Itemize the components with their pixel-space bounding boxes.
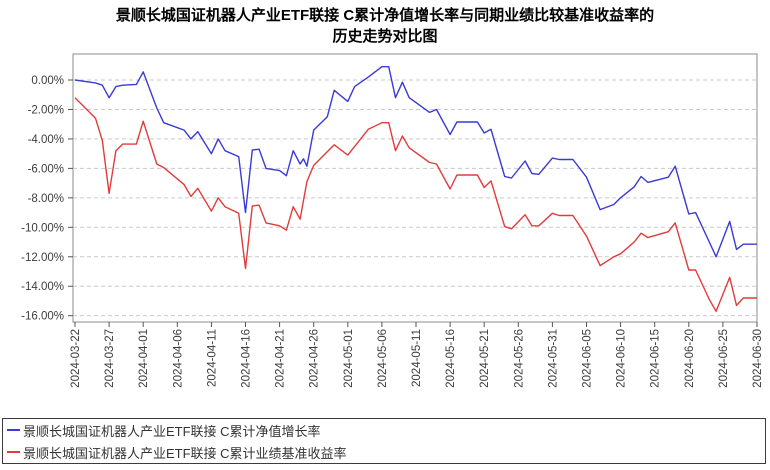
x-axis-label: 2024-06-25 bbox=[718, 329, 730, 388]
legend-label-nav-growth: 景顺长城国证机器人产业ETF联接 C累计净值增长率 bbox=[23, 423, 321, 439]
chart-title-line2: 历史走势对比图 bbox=[332, 28, 438, 45]
legend-item-benchmark: 景顺长城国证机器人产业ETF联接 C累计业绩基准收益率 bbox=[7, 441, 765, 463]
x-axis-label: 2024-05-01 bbox=[343, 329, 355, 388]
x-axis-label: 2024-04-16 bbox=[241, 329, 253, 388]
x-axis-label: 2024-04-01 bbox=[138, 329, 150, 388]
x-axis-label: 2024-06-30 bbox=[752, 329, 764, 388]
y-axis-label: -16.00% bbox=[21, 311, 64, 323]
x-axis-label: 2024-04-21 bbox=[275, 329, 287, 388]
x-axis-label: 2024-06-20 bbox=[684, 329, 696, 388]
x-axis-label: 2024-05-31 bbox=[547, 329, 559, 388]
x-axis-label: 2024-05-21 bbox=[479, 329, 491, 388]
y-axis-label: -12.00% bbox=[21, 252, 64, 264]
x-axis-label: 2024-06-05 bbox=[582, 329, 594, 388]
legend-label-benchmark: 景顺长城国证机器人产业ETF联接 C累计业绩基准收益率 bbox=[23, 445, 347, 461]
y-axis-label: 0.00% bbox=[31, 75, 64, 87]
series-line-nav-growth bbox=[74, 65, 757, 258]
x-axis-label: 2024-04-06 bbox=[172, 329, 184, 388]
y-axis-label: -6.00% bbox=[28, 163, 64, 175]
series-line-benchmark bbox=[74, 97, 757, 312]
x-axis-label: 2024-05-06 bbox=[377, 329, 389, 388]
legend-line-swatch-nav-growth bbox=[7, 429, 20, 431]
y-axis-label: -4.00% bbox=[28, 134, 64, 146]
legend-line-swatch-benchmark bbox=[7, 451, 20, 453]
y-axis-label: -2.00% bbox=[28, 104, 64, 116]
plot-border bbox=[72, 53, 758, 323]
line-chart: 0.00% -2.00% -4.00% -6.00% -8.00% -10.00% -12.… bbox=[21, 53, 764, 388]
x-axis-label: 2024-06-15 bbox=[650, 329, 662, 388]
legend-item-nav-growth: 景顺长城国证机器人产业ETF联接 C累计净值增长率 bbox=[7, 419, 765, 441]
y-axis-label: -8.00% bbox=[28, 193, 64, 205]
x-axis-label: 2024-03-22 bbox=[70, 329, 82, 388]
x-axis-label: 2024-03-27 bbox=[104, 329, 116, 388]
x-axis-label: 2024-05-26 bbox=[513, 329, 525, 388]
chart-legend: 景顺长城国证机器人产业ETF联接 C累计净值增长率 景顺长城国证机器人产业ETF… bbox=[2, 418, 766, 464]
x-axis-label: 2024-05-16 bbox=[445, 329, 457, 388]
chart-title-line1: 景顺长城国证机器人产业ETF联接 C累计净值增长率与同期业绩比较基准收益率的 bbox=[115, 7, 655, 24]
x-axis-label: 2024-06-10 bbox=[616, 329, 628, 388]
x-axis-label: 2024-05-11 bbox=[411, 329, 423, 387]
y-axis-label: -10.00% bbox=[21, 222, 64, 234]
x-axis-label: 2024-04-26 bbox=[309, 329, 321, 388]
chart-title: 景顺长城国证机器人产业ETF联接 C累计净值增长率与同期业绩比较基准收益率的 历… bbox=[0, 5, 770, 47]
x-axis-label: 2024-04-11 bbox=[206, 329, 218, 387]
y-axis-label: -14.00% bbox=[21, 281, 64, 293]
